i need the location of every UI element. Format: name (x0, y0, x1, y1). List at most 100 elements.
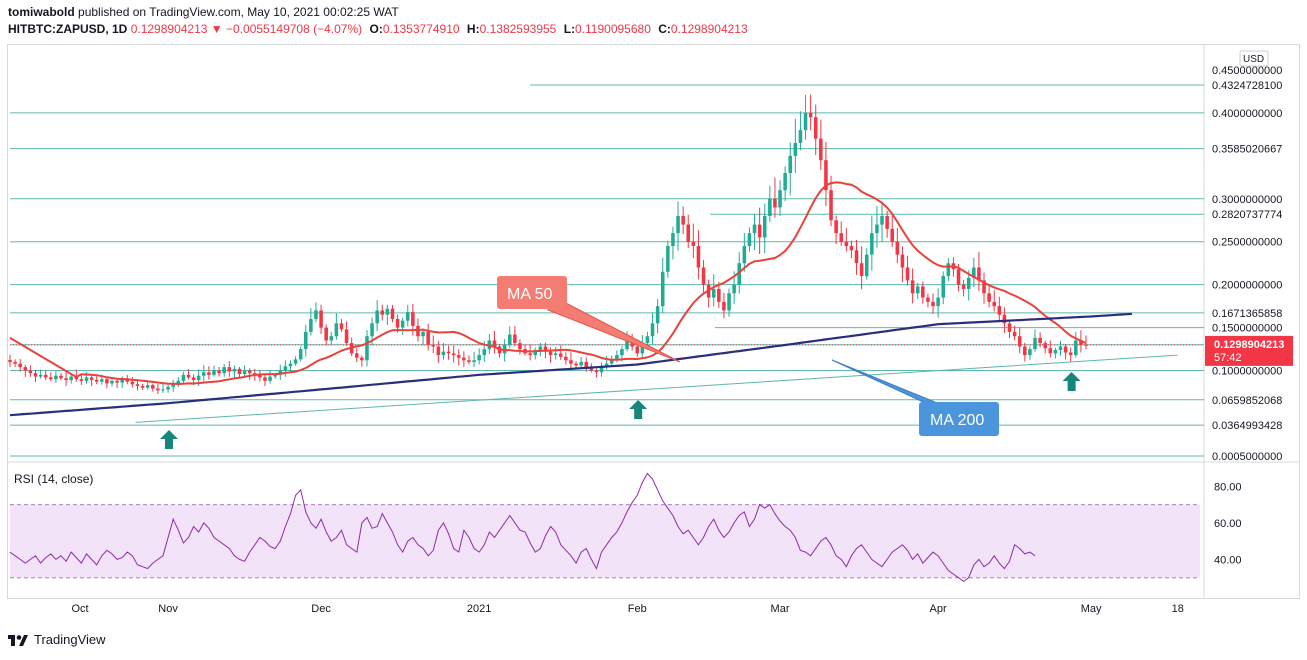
candle (283, 360, 288, 377)
candle-body (783, 173, 787, 191)
candle (309, 308, 313, 336)
candle (854, 239, 859, 275)
candle (910, 268, 915, 304)
candle (722, 292, 726, 319)
candle-body (997, 306, 1002, 315)
candle (303, 324, 308, 357)
candle-body (171, 383, 175, 387)
candle (676, 201, 680, 251)
candle (64, 371, 68, 386)
candle (650, 312, 655, 346)
candle-body (615, 355, 619, 361)
candle-body (946, 263, 951, 277)
candle (217, 366, 221, 377)
candle-body (956, 269, 961, 285)
candle-body (253, 373, 257, 375)
candle (324, 324, 328, 346)
candle (671, 226, 675, 260)
candle-body (94, 380, 99, 382)
candle (880, 201, 884, 242)
candle (156, 383, 160, 395)
candle (334, 313, 339, 340)
price-tick-label: 0.1671365858 (1212, 308, 1282, 320)
candle (727, 288, 731, 317)
up-arrow-icon (159, 430, 178, 449)
candle-body (966, 277, 971, 289)
candle-body (1023, 346, 1027, 356)
candle (905, 255, 910, 286)
candle (207, 366, 211, 380)
candle (885, 210, 889, 238)
candle (288, 360, 293, 373)
candle (839, 221, 844, 247)
candle-body (717, 288, 721, 302)
candle-body (166, 386, 170, 390)
candle (431, 335, 436, 354)
candle-body (558, 353, 563, 357)
candle (564, 352, 568, 365)
candle-body (43, 374, 48, 378)
candle-body (222, 367, 226, 374)
candle-body (829, 190, 833, 221)
x-tick-label: Apr (930, 603, 947, 615)
candle-body (115, 380, 119, 383)
candle-body (18, 363, 22, 368)
candle (33, 369, 38, 382)
candle-body (395, 319, 400, 328)
candle-body (135, 384, 140, 387)
ascending-trendline (135, 354, 1178, 423)
candle-body (446, 351, 451, 354)
candle-body (385, 308, 390, 315)
candle (711, 274, 716, 307)
close-label: C: (658, 22, 671, 36)
candle-body (548, 351, 553, 356)
candle (360, 355, 364, 367)
high-value: 0.1382593955 (479, 22, 557, 36)
candle-body (186, 374, 191, 378)
candle (757, 207, 762, 254)
candle-body (671, 233, 675, 247)
candle-body (839, 233, 844, 242)
candle-body (258, 374, 262, 378)
candle-body (676, 215, 680, 234)
candle (319, 304, 323, 334)
candle (293, 356, 298, 366)
candle (365, 330, 369, 367)
candle-body (793, 142, 798, 156)
candle (584, 357, 589, 372)
candle-body (1012, 331, 1017, 337)
candle (298, 346, 303, 362)
price-unit-box (1239, 50, 1269, 67)
candle-body (788, 155, 793, 174)
candle (778, 180, 782, 217)
candle (237, 367, 242, 378)
candle (13, 359, 17, 367)
candle-body (462, 357, 466, 361)
candle-body (421, 331, 425, 337)
candle (594, 368, 599, 378)
candle-body (232, 368, 237, 372)
candle (793, 118, 798, 173)
candle-body (645, 336, 650, 344)
candle (961, 280, 966, 297)
candle (558, 345, 563, 360)
candle (859, 246, 864, 290)
candle-body (1043, 343, 1047, 349)
price-tick-label: 0.0364993428 (1212, 420, 1282, 432)
x-tick-label: Nov (158, 603, 178, 615)
candle-body (293, 359, 298, 364)
candle-body (125, 379, 130, 382)
candle (890, 214, 895, 247)
candle-body (691, 241, 696, 247)
candle-body (757, 224, 762, 238)
candle-body (635, 346, 640, 354)
candle (747, 227, 752, 253)
candle-body (370, 323, 374, 337)
candle (477, 348, 481, 365)
candle-body (191, 377, 196, 381)
candle-body (737, 263, 742, 285)
candle (518, 339, 522, 355)
candle-body (768, 198, 772, 216)
candle (166, 383, 170, 393)
